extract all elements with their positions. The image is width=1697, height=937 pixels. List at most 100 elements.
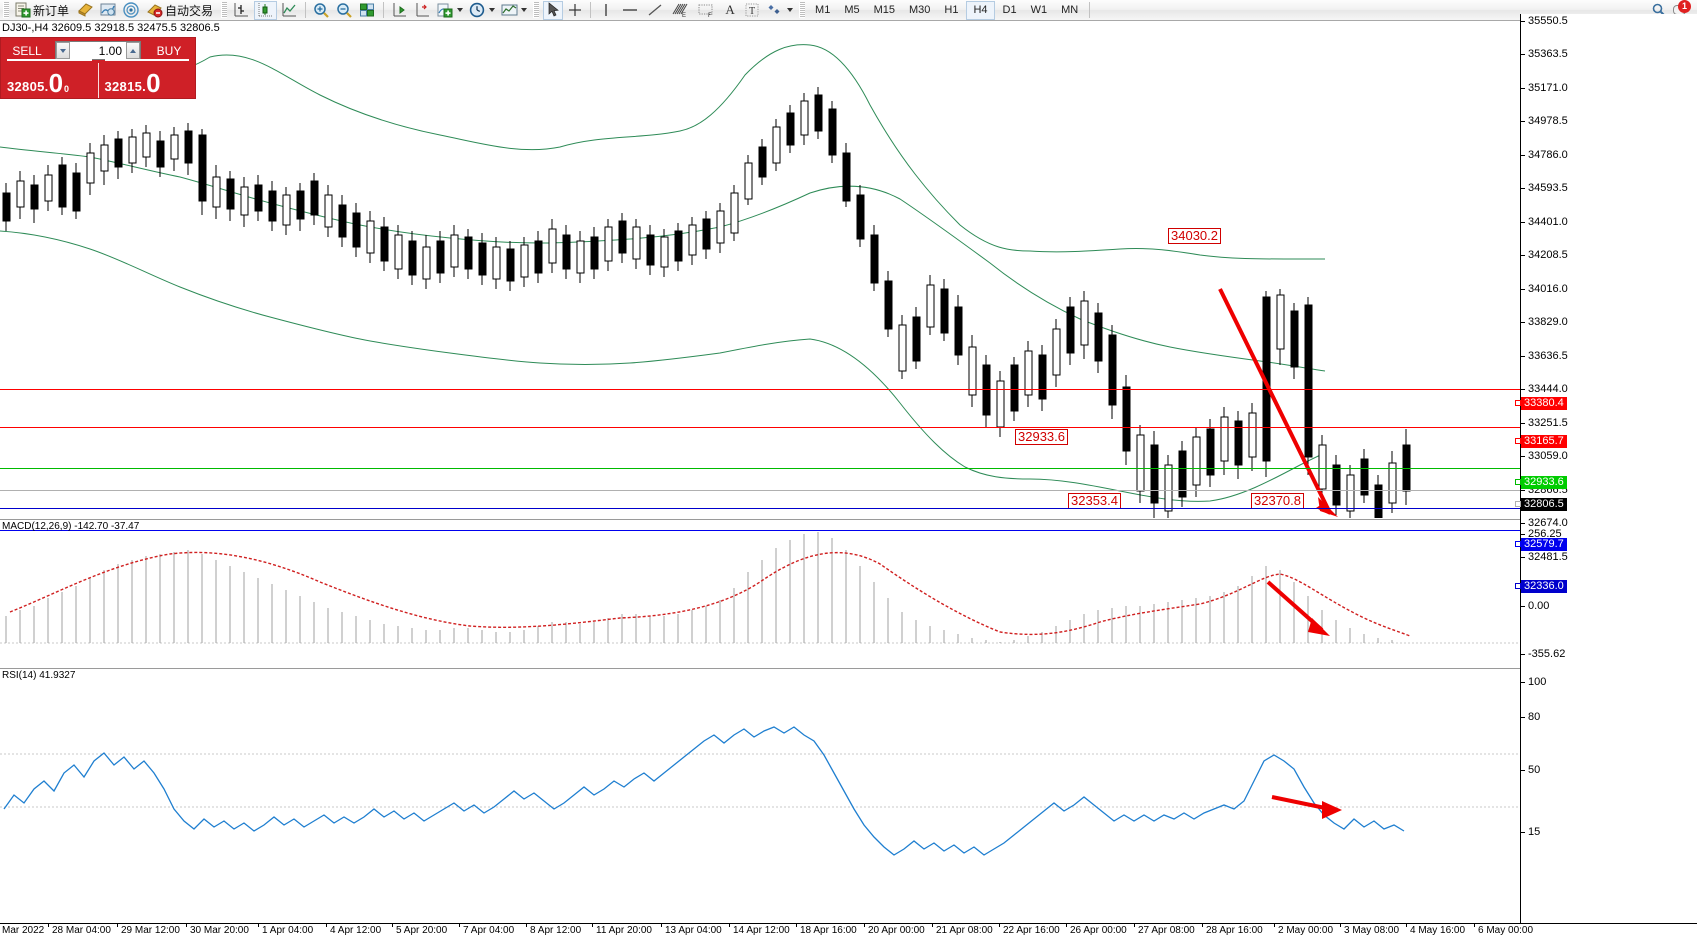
signals-button[interactable] bbox=[121, 1, 142, 20]
support-level-1-marker[interactable] bbox=[1515, 479, 1521, 485]
time-tick bbox=[117, 924, 118, 927]
timeframe-mn[interactable]: MN bbox=[1055, 1, 1084, 20]
chart-shift-button[interactable] bbox=[389, 1, 410, 20]
crosshair-button[interactable] bbox=[565, 1, 585, 20]
indicators-button[interactable] bbox=[435, 1, 465, 20]
support-line-1[interactable] bbox=[0, 468, 1520, 469]
templates-button[interactable] bbox=[499, 1, 529, 20]
volume-increment-button[interactable] bbox=[126, 42, 140, 59]
one-click-trading-panel[interactable]: SELL 1.00 BUY 32805 . 0 0 32815 . 0 bbox=[0, 37, 196, 99]
tile-windows-button[interactable] bbox=[357, 1, 378, 20]
periods-dropdown-caret[interactable] bbox=[489, 8, 496, 12]
volume-value[interactable]: 1.00 bbox=[98, 43, 122, 58]
expert-advisors-button[interactable] bbox=[75, 1, 96, 20]
support-line-2[interactable] bbox=[0, 530, 1520, 531]
zoom-out-icon bbox=[337, 3, 352, 18]
trendline-icon bbox=[648, 4, 662, 16]
current-price-level-marker[interactable] bbox=[1515, 501, 1521, 507]
text-button[interactable]: A bbox=[720, 1, 740, 20]
new-order-button[interactable]: 新订单 bbox=[13, 1, 73, 20]
channel-button[interactable]: F bbox=[694, 1, 718, 20]
annotation-32353[interactable]: 32353.4 bbox=[1068, 493, 1121, 509]
sell-price-big: 0 bbox=[48, 68, 64, 98]
buy-button[interactable]: BUY bbox=[156, 43, 182, 58]
auto-trading-button[interactable]: 自动交易 bbox=[144, 1, 217, 20]
support-level-3-marker[interactable] bbox=[1515, 583, 1521, 589]
annotation-34030[interactable]: 34030.2 bbox=[1168, 228, 1221, 244]
time-scale[interactable]: Mar 2022 28 Mar 04:00 29 Mar 12:00 30 Mar 2… bbox=[0, 923, 1697, 937]
volume-stepper[interactable]: 1.00 bbox=[55, 41, 141, 60]
timeframe-m5[interactable]: M5 bbox=[838, 1, 865, 20]
macd-chart-svg bbox=[0, 532, 1520, 644]
indicators-dropdown-caret[interactable] bbox=[457, 8, 464, 12]
zoom-in-button[interactable] bbox=[311, 1, 332, 20]
trendline-button[interactable] bbox=[644, 1, 666, 20]
time-label: 6 May 00:00 bbox=[1478, 925, 1534, 936]
annotation-34030-text: 34030.2 bbox=[1171, 228, 1218, 243]
sell-button[interactable]: SELL bbox=[12, 43, 42, 58]
timeframe-m30[interactable]: M30 bbox=[903, 1, 936, 20]
timeframe-h4[interactable]: H4 bbox=[966, 0, 995, 20]
time-label: 13 Apr 04:00 bbox=[665, 925, 722, 936]
time-label: 1 Apr 04:00 bbox=[262, 925, 314, 936]
price-scale[interactable]: 35550.5 35363.5 35171.0 34978.5 34786.0 34593… bbox=[1515, 14, 1697, 923]
support-level-2-tag[interactable]: 32579.7 bbox=[1521, 538, 1567, 551]
zoom-out-button[interactable] bbox=[334, 1, 355, 20]
new-order-label: 新订单 bbox=[33, 3, 70, 18]
sell-price[interactable]: 32805 . 0 0 bbox=[1, 59, 98, 98]
support-level-2-marker[interactable] bbox=[1515, 541, 1521, 547]
rsi-pane[interactable]: RSI(14) 41.9327 bbox=[0, 668, 1520, 923]
timeframe-m1[interactable]: M1 bbox=[809, 1, 836, 20]
resistance-line-1[interactable] bbox=[0, 389, 1520, 390]
support-level-3-tag[interactable]: 32336.0 bbox=[1521, 580, 1567, 593]
time-tick bbox=[932, 924, 933, 927]
bar-chart-button[interactable] bbox=[231, 1, 252, 20]
macd-downtrend-arrow[interactable] bbox=[1266, 580, 1330, 636]
auto-scroll-button[interactable] bbox=[412, 1, 433, 20]
price-pane[interactable]: 34030.2 32933.6 32353.4 32370.8 bbox=[0, 35, 1520, 531]
horizontal-line-button[interactable] bbox=[618, 1, 642, 20]
cursor-button[interactable] bbox=[543, 0, 564, 20]
shapes-button[interactable] bbox=[764, 1, 795, 20]
time-tick bbox=[459, 924, 460, 927]
rsi-downtrend-arrow[interactable] bbox=[1271, 795, 1342, 819]
line-chart-button[interactable] bbox=[279, 1, 300, 20]
toolbar-grip-4[interactable] bbox=[799, 2, 806, 18]
toolbar-grip-3[interactable] bbox=[533, 2, 540, 18]
periods-button[interactable] bbox=[467, 1, 497, 20]
annotation-32933[interactable]: 32933.6 bbox=[1015, 429, 1068, 445]
resistance-level-2-marker[interactable] bbox=[1515, 438, 1521, 444]
buy-price[interactable]: 32815 . 0 bbox=[99, 59, 196, 98]
resistance-level-1-marker[interactable] bbox=[1515, 400, 1521, 406]
time-tick bbox=[1474, 924, 1475, 927]
shapes-dropdown-caret[interactable] bbox=[787, 8, 794, 12]
templates-dropdown-caret[interactable] bbox=[521, 8, 528, 12]
macd-pane[interactable]: MACD(12,26,9) -142.70 -37.47 bbox=[0, 519, 1520, 667]
timeframe-m15-label: M15 bbox=[873, 4, 895, 16]
timeframe-d1[interactable]: D1 bbox=[997, 1, 1023, 20]
resistance-level-2-tag[interactable]: 33165.7 bbox=[1521, 435, 1567, 448]
annotation-32370[interactable]: 32370.8 bbox=[1251, 493, 1304, 509]
resistance-level-1-tag[interactable]: 33380.4 bbox=[1521, 397, 1567, 410]
toolbar-separator-4 bbox=[1089, 2, 1091, 18]
price-downtrend-arrow[interactable] bbox=[1218, 288, 1338, 517]
current-price-level-tag[interactable]: 32806.5 bbox=[1521, 498, 1567, 511]
data-window-button[interactable] bbox=[98, 1, 119, 20]
candlestick-chart-button[interactable] bbox=[254, 0, 278, 20]
timeframe-h1[interactable]: H1 bbox=[938, 1, 964, 20]
templates-icon bbox=[501, 4, 518, 16]
chart-area[interactable]: 34030.2 32933.6 32353.4 32370.8 MACD(12,… bbox=[0, 35, 1520, 923]
volume-decrement-button[interactable] bbox=[56, 42, 70, 59]
support-line-3b[interactable] bbox=[0, 508, 1520, 509]
text-label-button[interactable]: T bbox=[742, 1, 762, 20]
timeframe-w1[interactable]: W1 bbox=[1025, 1, 1054, 20]
time-label: 11 Apr 20:00 bbox=[596, 925, 652, 936]
vertical-line-button[interactable] bbox=[596, 1, 616, 20]
toolbar-grip[interactable] bbox=[3, 2, 9, 18]
resistance-line-2[interactable] bbox=[0, 427, 1520, 428]
support-level-1-tag[interactable]: 32933.6 bbox=[1521, 476, 1567, 489]
toolbar-grip-2[interactable] bbox=[221, 2, 228, 18]
fibonacci-button[interactable]: E bbox=[668, 1, 692, 20]
timeframe-m15[interactable]: M15 bbox=[868, 1, 901, 20]
